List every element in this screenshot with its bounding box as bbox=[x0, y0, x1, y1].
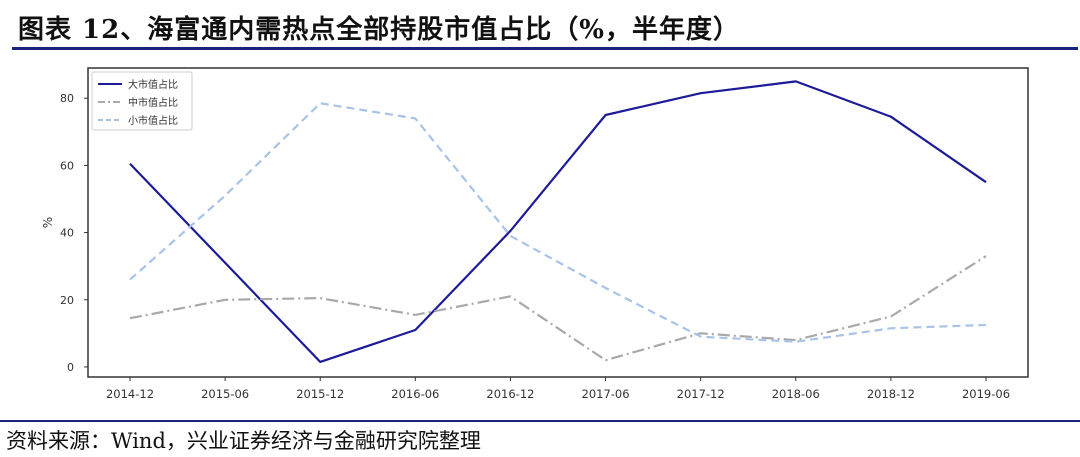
series-line-1 bbox=[129, 80, 987, 363]
y-axis-label: % bbox=[41, 217, 55, 228]
x-tick-label: 2017-12 bbox=[677, 387, 725, 401]
legend-label: 小市值占比 bbox=[128, 114, 178, 127]
legend-label: 中市值占比 bbox=[128, 96, 178, 109]
x-tick-label: 2014-12 bbox=[106, 387, 154, 401]
x-tick-label: 2019-06 bbox=[962, 387, 1010, 401]
y-tick-label: 0 bbox=[67, 361, 74, 374]
x-tick-label: 2017-06 bbox=[582, 387, 630, 401]
legend-label: 大市值占比 bbox=[128, 78, 178, 91]
x-tick-label: 2015-12 bbox=[296, 387, 344, 401]
legend-box bbox=[91, 71, 193, 131]
y-tick-label: 80 bbox=[60, 92, 74, 105]
x-tick-label: 2016-06 bbox=[391, 387, 439, 401]
y-axis-ticks: 0 20 40 60 80 bbox=[60, 92, 88, 374]
x-tick-label: 2018-06 bbox=[772, 387, 820, 401]
series-line-2 bbox=[129, 255, 987, 362]
series-line-3 bbox=[129, 102, 987, 343]
x-axis-ticks: 2014-12 2015-06 2015-12 2016-06 2016-12 2017-… bbox=[106, 377, 1010, 401]
title-rule bbox=[12, 47, 1078, 50]
x-tick-label: 2018-12 bbox=[867, 387, 915, 401]
x-tick-label: 2016-12 bbox=[486, 387, 534, 401]
y-tick-label: 60 bbox=[60, 159, 74, 172]
y-tick-label: 20 bbox=[60, 294, 74, 307]
series-lines bbox=[129, 80, 987, 363]
figure-title: 图表 12、海富通内需热点全部持股市值占比（%，半年度） bbox=[18, 15, 740, 45]
plot-frame bbox=[87, 67, 1029, 378]
x-tick-label: 2015-06 bbox=[201, 387, 249, 401]
source-note: 资料来源：Wind，兴业证券经济与金融研究院整理 bbox=[6, 429, 481, 453]
source-rule bbox=[0, 420, 1080, 422]
y-tick-label: 40 bbox=[60, 227, 74, 240]
